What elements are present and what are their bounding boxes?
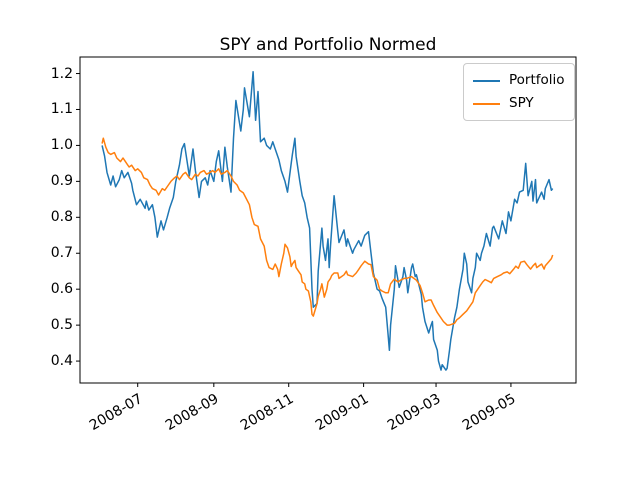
legend-entry: Portfolio <box>473 69 565 92</box>
y-tick-label: 0.5 <box>50 317 73 334</box>
y-tick-label: 0.6 <box>50 281 73 298</box>
series-line-portfolio <box>101 70 554 371</box>
y-tick-label: 1.0 <box>50 137 73 154</box>
legend-label: SPY <box>509 95 534 111</box>
legend: Portfolio SPY <box>463 63 575 121</box>
legend-line-swatch <box>473 102 500 105</box>
y-tick-label: 0.7 <box>50 245 73 262</box>
axes-frame <box>79 56 577 384</box>
y-tick-label: 0.9 <box>50 173 73 190</box>
y-tick-label: 0.8 <box>50 209 73 226</box>
series-line-spy <box>101 137 554 326</box>
legend-entry: SPY <box>473 92 565 115</box>
y-tick-label: 1.2 <box>50 65 73 82</box>
legend-line-swatch <box>473 79 500 82</box>
y-tick-label: 0.4 <box>50 353 73 370</box>
legend-label: Portfolio <box>509 72 565 88</box>
y-tick-label: 1.1 <box>50 101 73 118</box>
chart-title: SPY and Portfolio Normed <box>219 35 437 55</box>
